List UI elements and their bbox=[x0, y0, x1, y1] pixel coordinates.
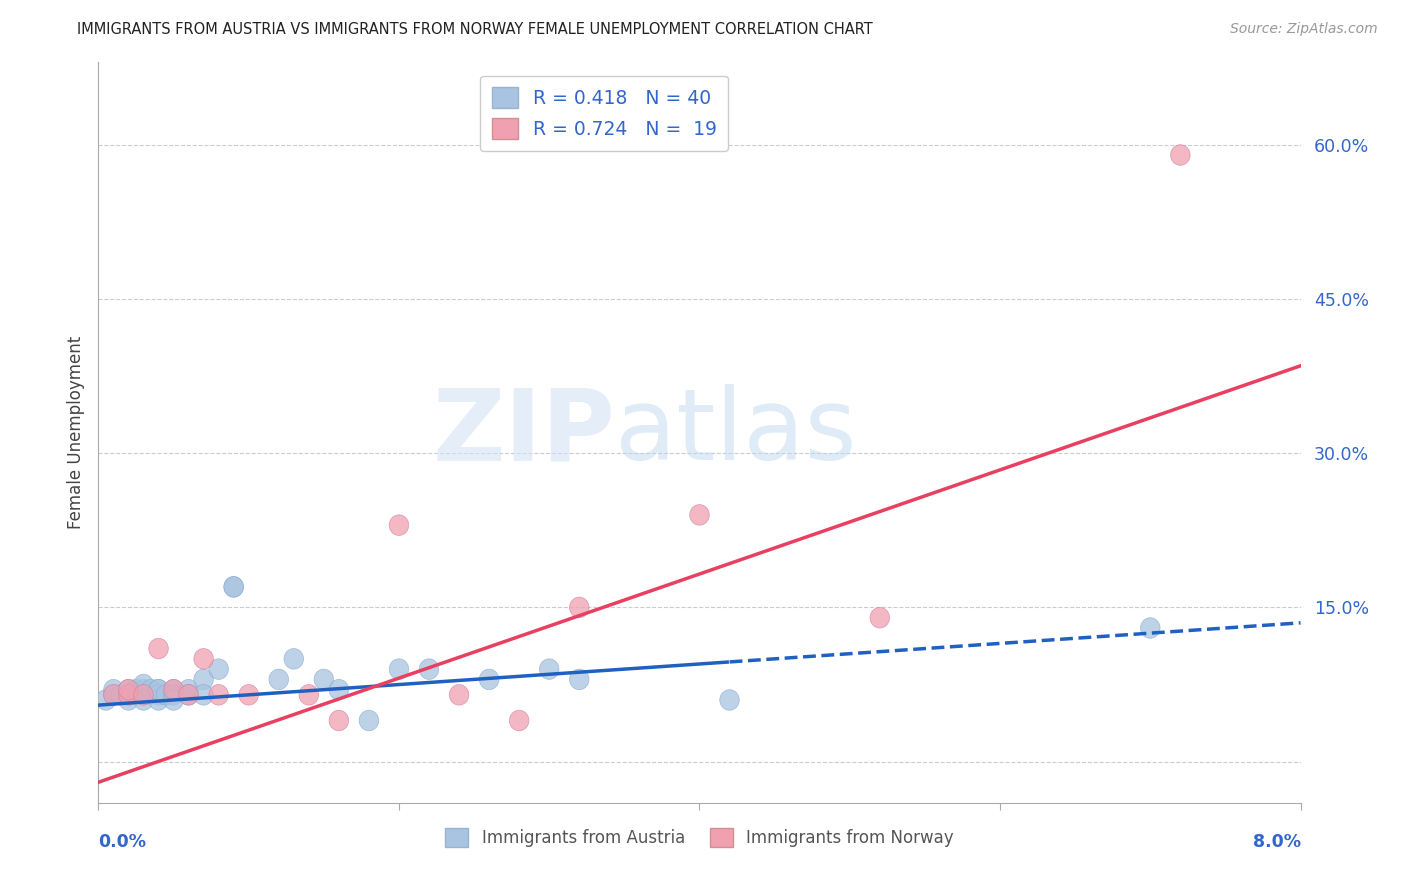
Ellipse shape bbox=[163, 680, 183, 700]
Ellipse shape bbox=[209, 659, 228, 680]
Ellipse shape bbox=[118, 684, 138, 705]
Ellipse shape bbox=[419, 659, 439, 680]
Ellipse shape bbox=[179, 684, 198, 705]
Ellipse shape bbox=[134, 684, 153, 705]
Ellipse shape bbox=[104, 684, 124, 705]
Text: IMMIGRANTS FROM AUSTRIA VS IMMIGRANTS FROM NORWAY FEMALE UNEMPLOYMENT CORRELATIO: IMMIGRANTS FROM AUSTRIA VS IMMIGRANTS FR… bbox=[77, 22, 873, 37]
Ellipse shape bbox=[359, 710, 378, 731]
Text: 8.0%: 8.0% bbox=[1253, 833, 1301, 851]
Ellipse shape bbox=[156, 684, 176, 705]
Ellipse shape bbox=[134, 690, 153, 710]
Ellipse shape bbox=[149, 639, 169, 659]
Ellipse shape bbox=[870, 607, 890, 628]
Ellipse shape bbox=[118, 684, 138, 705]
Text: Source: ZipAtlas.com: Source: ZipAtlas.com bbox=[1230, 22, 1378, 37]
Ellipse shape bbox=[149, 680, 169, 700]
Legend: Immigrants from Austria, Immigrants from Norway: Immigrants from Austria, Immigrants from… bbox=[439, 822, 960, 854]
Ellipse shape bbox=[479, 669, 499, 690]
Ellipse shape bbox=[284, 648, 304, 669]
Ellipse shape bbox=[179, 684, 198, 705]
Ellipse shape bbox=[389, 659, 409, 680]
Ellipse shape bbox=[389, 515, 409, 535]
Ellipse shape bbox=[141, 680, 160, 700]
Ellipse shape bbox=[314, 669, 333, 690]
Text: atlas: atlas bbox=[616, 384, 858, 481]
Ellipse shape bbox=[134, 674, 153, 695]
Ellipse shape bbox=[96, 690, 115, 710]
Ellipse shape bbox=[149, 680, 169, 700]
Ellipse shape bbox=[269, 669, 288, 690]
Ellipse shape bbox=[299, 684, 319, 705]
Ellipse shape bbox=[224, 576, 243, 597]
Ellipse shape bbox=[540, 659, 560, 680]
Ellipse shape bbox=[163, 684, 183, 705]
Ellipse shape bbox=[569, 597, 589, 617]
Ellipse shape bbox=[329, 680, 349, 700]
Ellipse shape bbox=[194, 648, 214, 669]
Ellipse shape bbox=[1171, 145, 1189, 165]
Ellipse shape bbox=[209, 684, 228, 705]
Ellipse shape bbox=[329, 710, 349, 731]
Y-axis label: Female Unemployment: Female Unemployment bbox=[66, 336, 84, 529]
Ellipse shape bbox=[104, 684, 124, 705]
Ellipse shape bbox=[104, 680, 124, 700]
Ellipse shape bbox=[1140, 618, 1160, 639]
Ellipse shape bbox=[690, 505, 709, 525]
Ellipse shape bbox=[134, 680, 153, 700]
Ellipse shape bbox=[163, 680, 183, 700]
Ellipse shape bbox=[118, 680, 138, 700]
Ellipse shape bbox=[720, 690, 740, 710]
Ellipse shape bbox=[194, 669, 214, 690]
Ellipse shape bbox=[450, 684, 468, 705]
Ellipse shape bbox=[179, 680, 198, 700]
Ellipse shape bbox=[111, 684, 131, 705]
Ellipse shape bbox=[149, 690, 169, 710]
Ellipse shape bbox=[569, 669, 589, 690]
Ellipse shape bbox=[509, 710, 529, 731]
Text: 0.0%: 0.0% bbox=[98, 833, 146, 851]
Text: ZIP: ZIP bbox=[433, 384, 616, 481]
Ellipse shape bbox=[194, 684, 214, 705]
Ellipse shape bbox=[163, 690, 183, 710]
Ellipse shape bbox=[118, 680, 138, 700]
Ellipse shape bbox=[134, 684, 153, 705]
Ellipse shape bbox=[118, 690, 138, 710]
Ellipse shape bbox=[224, 576, 243, 597]
Ellipse shape bbox=[239, 684, 259, 705]
Ellipse shape bbox=[149, 684, 169, 705]
Ellipse shape bbox=[127, 680, 146, 700]
